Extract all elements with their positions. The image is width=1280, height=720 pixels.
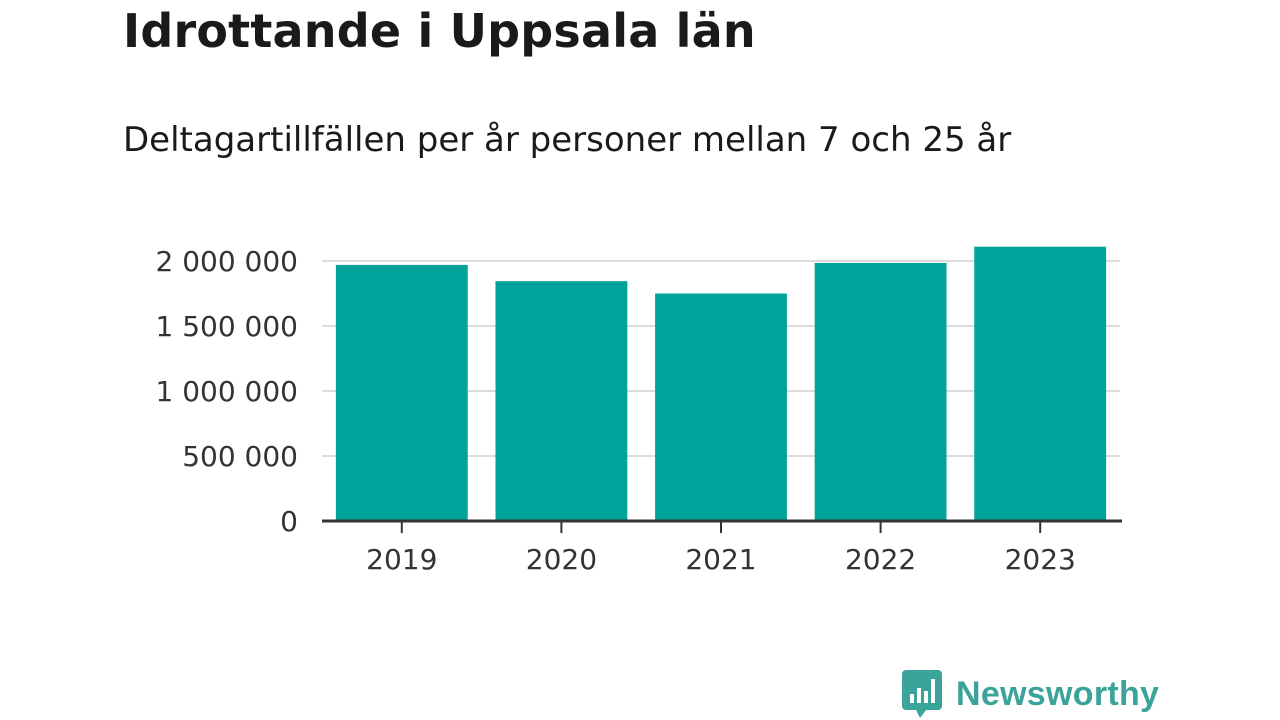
y-tick-label: 1 500 000 [155,310,298,343]
bar-2022 [814,262,947,521]
x-tick-label: 2020 [526,543,597,576]
x-tick-label: 2019 [366,543,437,576]
newsworthy-logo-icon [902,670,942,718]
y-tick-label: 2 000 000 [155,245,298,278]
x-tick-label: 2023 [1005,543,1076,576]
bar-2023 [974,246,1107,521]
bar-2020 [495,281,628,521]
x-tick-label: 2021 [685,543,756,576]
bars [335,246,1107,521]
brand-name: Newsworthy [956,674,1160,713]
bar-2021 [655,293,787,521]
brand-logo: Newsworthy [902,668,1159,720]
x-tick-label: 2022 [845,543,916,576]
chart-title: Idrottande i Uppsala län [123,4,756,58]
chart-subtitle: Deltagartillfällen per år personer mella… [123,120,1012,160]
y-tick-label: 0 [280,505,298,538]
y-tick-label: 500 000 [182,440,298,473]
y-tick-label: 1 000 000 [155,375,298,408]
bar-2019 [335,264,468,521]
axes: 0 500 000 1 000 000 1 500 000 2 000 000 2019 2… [155,245,1122,576]
